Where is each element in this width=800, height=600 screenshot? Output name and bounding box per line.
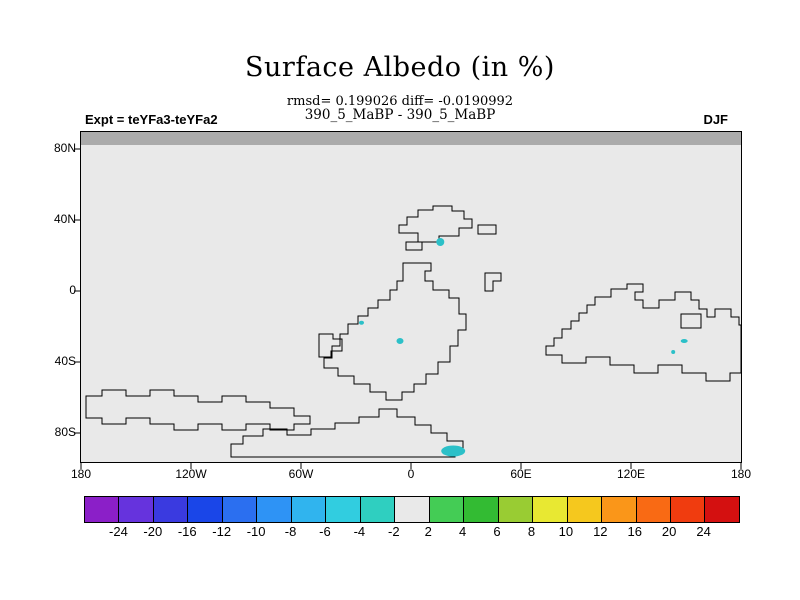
colorbar-tick-label: 10	[558, 524, 574, 539]
experiment-diff-line: 390_5_MaBP - 390_5_MaBP	[304, 107, 496, 123]
colorbar-segment	[326, 497, 361, 522]
colorbar-tick-label: 8	[527, 524, 536, 539]
colorbar-segment	[636, 497, 671, 522]
coastlines	[85, 205, 742, 458]
colorbar-tick-label: 4	[459, 524, 467, 539]
lat-tick-label: 0	[69, 283, 76, 297]
coastline-path	[318, 333, 343, 358]
colorbar-tick-label: 2	[424, 524, 432, 539]
colorbar-segment	[464, 497, 499, 522]
colorbar-segment	[429, 497, 465, 522]
anomaly-spot	[436, 238, 445, 246]
colorbar-segment	[119, 497, 154, 522]
colorbar-segments	[84, 496, 740, 523]
colorbar-tick-label: 16	[627, 524, 642, 539]
lon-tick-label: 60W	[288, 467, 314, 481]
colorbar-tick-label: -20	[143, 524, 163, 539]
coastline-path	[484, 272, 502, 292]
colorbar-tick-label: -2	[388, 524, 400, 539]
lon-tick-label: 120E	[616, 467, 646, 481]
lat-tick-label: 80S	[54, 425, 76, 439]
colorbar-segment	[533, 497, 568, 522]
lon-tick-label: 120W	[175, 467, 207, 481]
colorbar-segment	[257, 497, 292, 522]
anomaly-spot	[671, 350, 676, 354]
lon-tick-label: 180	[730, 467, 752, 481]
colorbar-tick-label: -12	[212, 524, 232, 539]
colorbar-tick-label: -16	[177, 524, 197, 539]
coastline-path	[323, 262, 467, 401]
colorbar-segment	[602, 497, 637, 522]
lon-tick-label: 180	[70, 467, 92, 481]
lat-tick-label: 80N	[53, 141, 76, 155]
colorbar-labels: -24 -20 -16 -12 -10 -8 -6 -4 -2 2 4 6 8 10 12 16 20 24	[84, 524, 738, 540]
lat-tick-label: 40S	[54, 354, 76, 368]
coastline-path	[405, 241, 423, 251]
lat-tick-label: 40N	[53, 212, 76, 226]
lat-axis: 80N 40N 0 40S 80S	[40, 131, 76, 461]
map-polar-band	[81, 132, 741, 145]
colorbar-segment	[670, 497, 706, 522]
anomaly-spot	[680, 339, 688, 343]
colorbar-tick-label: 6	[493, 524, 501, 539]
stats-line: rmsd= 0.199026 diff= -0.0190992	[286, 94, 514, 109]
coastline-path	[230, 408, 464, 458]
colorbar-tick-label: 20	[661, 524, 677, 539]
anomaly-spot	[359, 320, 364, 325]
colorbar-segment	[360, 497, 396, 522]
colorbar-tick-label: -24	[109, 524, 128, 539]
anomaly-spots	[359, 238, 688, 457]
coastline-path	[477, 224, 497, 235]
colorbar-segment	[705, 497, 739, 522]
colorbar-tick-label: -8	[284, 524, 297, 539]
coastline-path	[545, 283, 742, 382]
map-svg	[74, 132, 742, 469]
colorbar-segment	[291, 497, 327, 522]
colorbar-tick-label: 12	[593, 524, 608, 539]
axis-ticks	[74, 148, 742, 469]
coastline-path	[85, 389, 311, 431]
anomaly-spot	[441, 445, 466, 457]
colorbar-segment	[222, 497, 258, 522]
colorbar-segment	[567, 497, 603, 522]
anomaly-spot	[396, 338, 404, 344]
lon-tick-label: 60E	[510, 467, 532, 481]
colorbar-segment	[395, 497, 430, 522]
coastline-path	[680, 313, 702, 329]
map-plot-area	[74, 131, 742, 469]
plot-title: Surface Albedo (in %)	[245, 52, 555, 83]
season-label: DJF	[703, 112, 728, 127]
colorbar-segment	[498, 497, 534, 522]
colorbar-tick-label: -10	[246, 524, 266, 539]
lon-tick-label: 0	[407, 467, 415, 481]
colorbar-segment	[188, 497, 223, 522]
colorbar-segment	[85, 497, 120, 522]
colorbar-tick-label: -4	[353, 524, 366, 539]
lon-axis: 180 120W 60W 0 60E 120E 180	[71, 466, 751, 482]
colorbar-segment	[153, 497, 189, 522]
colorbar-tick-label: 24	[696, 524, 711, 539]
experiment-label: Expt = teYFa3-teYFa2	[85, 112, 218, 127]
colorbar-tick-label: -6	[319, 524, 331, 539]
coastline-path	[398, 205, 473, 243]
